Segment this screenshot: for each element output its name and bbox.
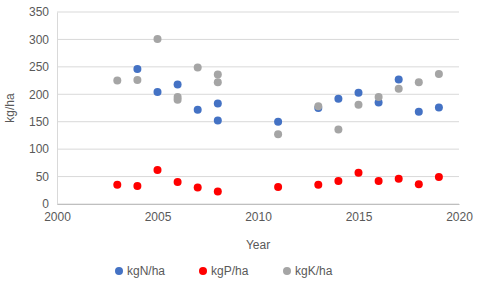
x-tick: 2015 [346,204,373,224]
point [174,80,182,88]
point [415,108,423,116]
x-tick: 2020 [446,204,473,224]
x-tick-label: 2000 [44,210,71,224]
y-tick: 150 [29,115,57,129]
y-tick-label: 250 [29,60,49,74]
legend: kgN/ha kgP/ha kgK/ha [115,264,333,278]
grid-line [57,39,459,40]
legend-item: kgP/ha [199,264,249,278]
point [355,169,363,177]
grid-line [57,12,459,13]
x-tick: 2010 [245,204,272,224]
point [214,187,222,195]
y-tick-label: 100 [29,142,49,156]
legend-item: kgN/ha [115,264,165,278]
legend-item: kgK/ha [283,264,333,278]
grid-line [57,149,459,150]
point [375,93,383,101]
y-tick-label: 300 [29,33,49,47]
y-axis-line [57,13,58,205]
y-tick-label: 350 [29,5,49,19]
y-tick: 250 [29,60,57,74]
point [395,175,403,183]
point [194,63,202,71]
grid-line [57,94,459,95]
point [214,71,222,79]
y-axis-title: kg/ha [3,93,17,123]
series [113,35,443,138]
point [334,177,342,185]
chart: 0501001502002503003502000200520102015202… [0,0,480,289]
point [214,100,222,108]
y-tick-label: 200 [29,88,49,102]
point [314,181,322,189]
x-tick: 2005 [145,204,172,224]
grid [57,12,459,204]
point [214,78,222,86]
point [435,70,443,78]
y-tick: 200 [29,88,57,102]
grid-line [57,66,459,67]
point [113,181,121,189]
point [133,76,141,84]
point [435,103,443,111]
grid-line [57,204,459,205]
point [174,96,182,104]
series [113,166,443,195]
x-axis-line [58,204,460,205]
point [194,106,202,114]
point [133,182,141,190]
x-axis-title: Year [246,238,270,252]
point [274,183,282,191]
point [214,117,222,125]
point [274,118,282,126]
point [395,75,403,83]
point [355,101,363,109]
point [334,95,342,103]
y-tick: 300 [29,33,57,47]
legend-label: kgN/ha [127,264,165,278]
series [133,65,443,126]
y-tick-label: 150 [29,115,49,129]
grid-line [57,121,459,122]
plot-area: 0501001502002503003502000200520102015202… [29,5,473,223]
point [415,180,423,188]
x-tick-label: 2020 [446,210,473,224]
y-tick: 350 [29,5,57,19]
legend-marker [283,267,291,275]
point [113,77,121,85]
x-tick-label: 2010 [245,210,272,224]
point [395,85,403,93]
point [435,173,443,181]
y-tick-label: 50 [36,170,50,184]
point [314,102,322,110]
point [154,35,162,43]
point [415,78,423,86]
point [375,177,383,185]
x-axis: 2000 2005 2010 2015 2020 [44,204,473,224]
point [174,178,182,186]
point [133,65,141,73]
point [194,184,202,192]
point [154,166,162,174]
legend-marker [115,267,123,275]
legend-label: kgK/ha [295,264,333,278]
y-tick: 50 [36,170,57,184]
point [154,88,162,96]
x-tick: 2000 [44,204,71,224]
x-tick-label: 2015 [346,210,373,224]
y-axis: 050100150200250300350 [29,5,58,211]
legend-label: kgP/ha [211,264,249,278]
y-tick: 100 [29,142,57,156]
point [274,130,282,138]
x-tick-label: 2005 [145,210,172,224]
point [334,125,342,133]
legend-marker [199,267,207,275]
point [355,89,363,97]
points [113,35,443,196]
